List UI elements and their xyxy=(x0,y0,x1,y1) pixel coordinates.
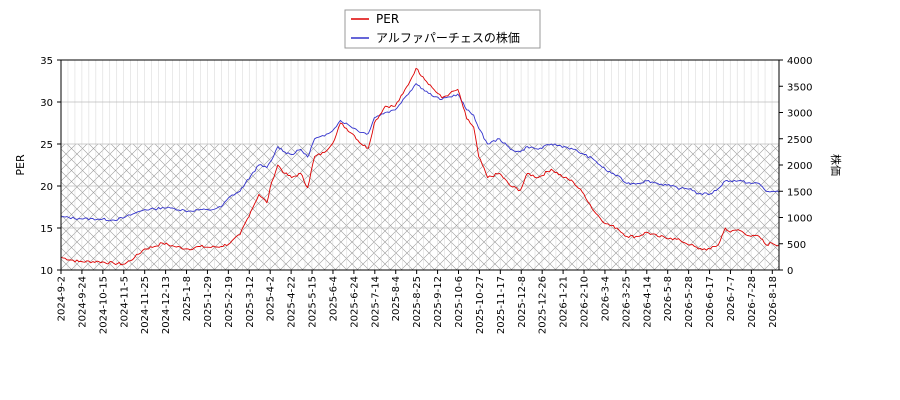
x-tick-label: 2026-2-10 xyxy=(580,276,591,328)
x-tick-label: 2026-3-4 xyxy=(600,276,611,321)
x-tick-label: 2024-9-24 xyxy=(77,276,88,328)
x-tick-label: 2026-7-7 xyxy=(726,276,737,321)
left-tick-label: 30 xyxy=(40,98,53,109)
right-tick-label: 1500 xyxy=(787,187,812,198)
legend-entry-price: アルファパーチェスの株価 xyxy=(376,30,520,45)
x-tick-label: 2026-6-17 xyxy=(705,276,716,328)
x-tick-label: 2026-5-8 xyxy=(663,276,674,321)
x-tick-label: 2025-1-29 xyxy=(203,276,214,328)
x-tick-label: 2025-5-15 xyxy=(308,276,319,328)
x-tick-label: 2025-8-25 xyxy=(412,276,423,328)
right-tick-label: 3500 xyxy=(787,82,812,93)
right-tick-label: 500 xyxy=(787,240,806,251)
legend-entry-per: PER xyxy=(376,12,399,26)
x-tick-label: 2025-7-14 xyxy=(370,276,381,328)
right-tick-label: 2000 xyxy=(787,161,812,172)
x-tick-label: 2025-2-19 xyxy=(224,276,235,328)
left-tick-label: 25 xyxy=(40,140,53,151)
series-layer xyxy=(61,67,779,266)
x-tick-label: 2026-1-21 xyxy=(559,276,570,328)
right-tick-label: 4000 xyxy=(787,56,812,67)
x-tick-label: 2024-12-13 xyxy=(161,276,172,334)
x-tick-label: 2026-3-25 xyxy=(621,276,632,328)
legend: PER アルファパーチェスの株価 xyxy=(344,9,541,49)
x-tick-label: 2025-4-2 xyxy=(266,276,277,321)
x-tick-label: 2025-12-8 xyxy=(517,276,528,328)
x-tick-label: 2025-6-4 xyxy=(328,276,339,321)
left-tick-label: 10 xyxy=(40,266,53,277)
right-axis-label: 株価 xyxy=(829,154,843,176)
x-tick-label: 2025-12-26 xyxy=(538,276,549,334)
grid xyxy=(60,59,780,271)
right-tick-label: 3000 xyxy=(787,109,812,120)
x-tick-label: 2024-10-15 xyxy=(98,276,109,334)
x-tick-label: 2025-8-4 xyxy=(391,276,402,321)
x-tick-label: 2025-1-8 xyxy=(182,276,193,321)
right-tick-label: 2500 xyxy=(787,135,812,146)
legend-box xyxy=(344,9,541,49)
left-tick-label: 35 xyxy=(40,56,53,67)
series-line-per xyxy=(61,67,779,266)
x-tick-label: 2025-3-12 xyxy=(245,276,256,328)
x-tick-label: 2025-11-17 xyxy=(496,276,507,334)
left-axis-label: PER xyxy=(14,154,27,176)
x-tick-label: 2025-9-12 xyxy=(433,276,444,328)
x-tick-label: 2026-8-18 xyxy=(768,276,779,328)
x-tick-label: 2026-5-28 xyxy=(684,276,695,328)
right-axis: 0 500 1000 1500 2000 2500 3000 3500 4000 xyxy=(779,56,812,277)
hatched-band xyxy=(61,144,779,270)
x-tick-label: 2024-9-2 xyxy=(57,276,68,321)
x-axis: 2024-9-2 2024-9-24 2024-10-15 2024-11-5 2024… xyxy=(57,270,779,334)
series-line-price xyxy=(61,83,779,222)
x-tick-label: 2025-6-24 xyxy=(349,276,360,328)
x-tick-label: 2026-4-14 xyxy=(642,276,653,328)
left-tick-label: 20 xyxy=(40,182,53,193)
x-tick-label: 2026-7-28 xyxy=(747,276,758,328)
right-tick-label: 1000 xyxy=(787,214,812,225)
left-tick-label: 15 xyxy=(40,224,53,235)
x-tick-label: 2025-10-27 xyxy=(475,276,486,334)
x-tick-label: 2024-11-5 xyxy=(119,276,130,328)
right-tick-label: 0 xyxy=(787,266,793,277)
x-tick-label: 2025-10-6 xyxy=(454,276,465,328)
x-tick-label: 2024-11-25 xyxy=(140,276,151,334)
x-tick-label: 2025-4-22 xyxy=(287,276,298,328)
left-axis: 10 15 20 25 30 35 xyxy=(40,56,61,277)
